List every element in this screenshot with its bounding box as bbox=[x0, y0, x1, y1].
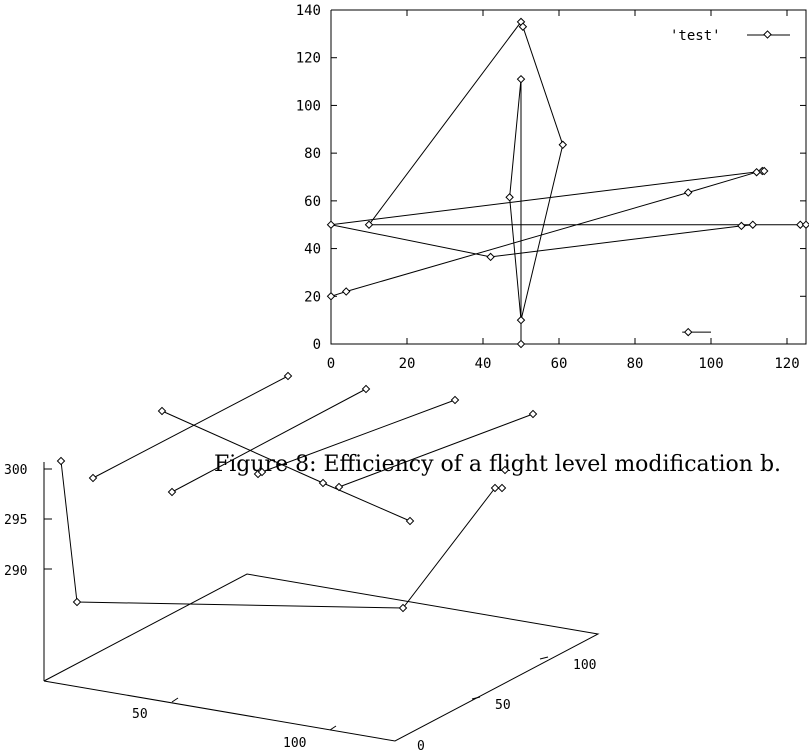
x-tick bbox=[329, 725, 337, 731]
marker-3d bbox=[528, 409, 538, 419]
plot-3d: 300 295 290 50 100 0 50 100 bbox=[4, 371, 600, 753]
y-axis-ticks: 0 20 40 60 80 100 120 140 bbox=[296, 3, 806, 353]
x-tick-label: 50 bbox=[132, 707, 148, 722]
y-tick-label: 0 bbox=[313, 337, 321, 353]
x-tick-label: 100 bbox=[698, 356, 723, 372]
marker-3d bbox=[72, 597, 82, 607]
x-tick-label: 40 bbox=[475, 356, 492, 372]
legend-label: 'test' bbox=[670, 28, 721, 44]
marker-3d bbox=[405, 516, 415, 526]
extra-mark-point bbox=[683, 327, 693, 337]
y-tick-label: 0 bbox=[417, 739, 425, 753]
x-tick-label: 60 bbox=[551, 356, 568, 372]
x-tick-label: 80 bbox=[627, 356, 644, 372]
y-tick bbox=[471, 696, 481, 700]
marker-3d bbox=[500, 465, 510, 475]
data-point bbox=[516, 315, 526, 325]
data-point bbox=[516, 339, 526, 349]
z-tick-label: 300 bbox=[4, 463, 27, 478]
marker-3d bbox=[283, 371, 293, 381]
data-point bbox=[558, 140, 568, 150]
data-point bbox=[516, 74, 526, 84]
marker-3d bbox=[450, 395, 460, 405]
marker-3d bbox=[157, 406, 167, 416]
data-point bbox=[486, 252, 495, 262]
marker-3d bbox=[361, 384, 371, 394]
y-tick-label: 20 bbox=[304, 289, 321, 305]
legend-marker bbox=[763, 30, 772, 39]
y-tick-label: 100 bbox=[296, 98, 321, 114]
data-point bbox=[341, 287, 351, 296]
y-tick-label: 120 bbox=[296, 51, 321, 67]
x-tick-label: 20 bbox=[399, 356, 416, 372]
series-3d-line bbox=[171, 388, 367, 493]
z-tick-label: 295 bbox=[4, 513, 27, 528]
series-3d-line bbox=[60, 460, 502, 609]
data-point bbox=[518, 22, 528, 31]
x-axis-ticks: 0 20 40 60 80 100 120 bbox=[327, 10, 800, 372]
marker-3d bbox=[334, 482, 344, 492]
marker-3d bbox=[490, 483, 500, 493]
marker-3d bbox=[318, 478, 328, 488]
data-point bbox=[683, 188, 693, 197]
y-tick-label: 140 bbox=[296, 3, 321, 19]
y-tick-label: 50 bbox=[495, 698, 511, 713]
x-tick-label: 120 bbox=[774, 356, 799, 372]
floor-plane bbox=[43, 573, 600, 742]
legend: 'test' bbox=[670, 28, 790, 44]
marker-3d bbox=[167, 487, 177, 497]
data-point bbox=[326, 220, 336, 229]
plot-frame bbox=[330, 9, 807, 345]
marker-3d bbox=[257, 467, 267, 477]
line-chart-2d: 0 20 40 60 80 100 120 0 20 40 60 80 100 120 140 'test… bbox=[296, 3, 809, 372]
x-tick-label: 100 bbox=[283, 736, 306, 751]
x-tick-label: 0 bbox=[327, 356, 335, 372]
marker-3d bbox=[398, 603, 408, 613]
y-tick-label: 60 bbox=[304, 194, 321, 210]
series-test bbox=[326, 17, 809, 349]
data-point bbox=[796, 220, 805, 229]
x-tick bbox=[171, 697, 179, 703]
figure-caption: Figure 8: Efficiency of a flight level m… bbox=[214, 452, 781, 477]
series-line bbox=[330, 20, 806, 344]
data-point bbox=[759, 166, 769, 176]
series-3d-line bbox=[338, 413, 534, 488]
extra-marks bbox=[682, 327, 711, 337]
data-point bbox=[737, 221, 746, 231]
data-point bbox=[748, 220, 758, 229]
y-tick-label: 100 bbox=[573, 658, 596, 673]
marker-3d bbox=[56, 456, 66, 466]
data-point bbox=[364, 220, 374, 229]
data-point bbox=[505, 193, 514, 202]
y-tick bbox=[539, 656, 549, 660]
series-3d-markers bbox=[56, 371, 538, 613]
y-tick-label: 40 bbox=[304, 242, 321, 258]
plot-border bbox=[330, 9, 807, 345]
series-3d-line bbox=[92, 375, 289, 479]
data-point bbox=[326, 292, 336, 301]
data-point bbox=[801, 220, 809, 229]
marker-3d bbox=[497, 483, 507, 493]
data-point bbox=[752, 167, 761, 177]
z-tick-label: 290 bbox=[4, 564, 27, 579]
y-tick-label: 80 bbox=[304, 146, 321, 162]
marker-3d bbox=[88, 473, 98, 483]
